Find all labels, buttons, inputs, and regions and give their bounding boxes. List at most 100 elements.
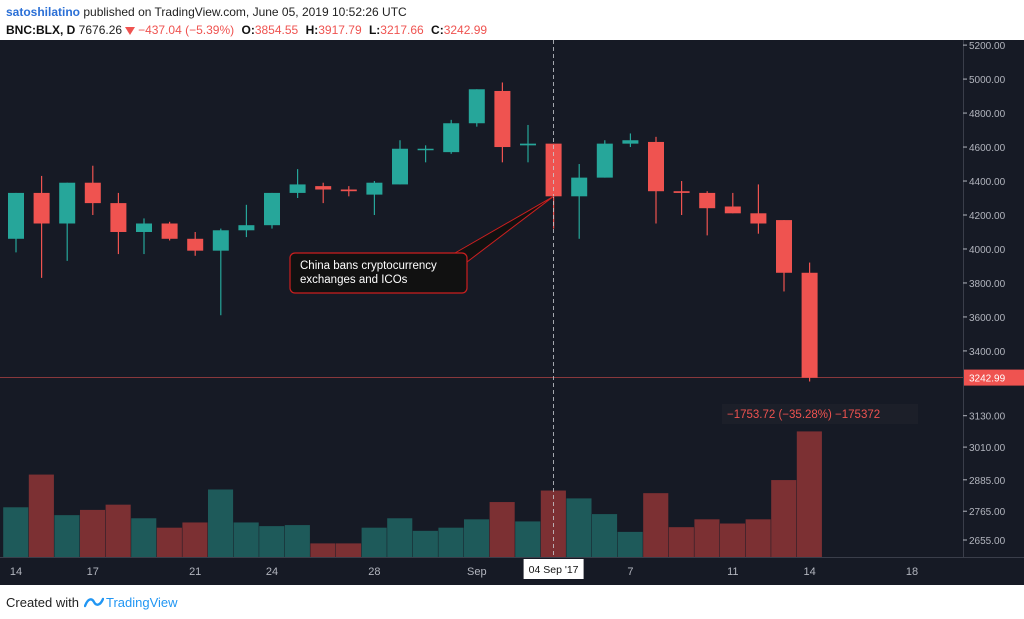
candle-body[interactable] <box>8 192 24 239</box>
price-tick-label: 4800.00 <box>969 109 1006 120</box>
stats-background <box>722 404 918 424</box>
candle-body[interactable] <box>417 148 434 151</box>
volume-bar <box>336 543 362 557</box>
time-tick-label: 11 <box>727 566 738 578</box>
candle-body[interactable] <box>366 182 383 195</box>
candle-body[interactable] <box>392 148 408 185</box>
created-with-text: Created with <box>6 594 79 610</box>
volume-bar <box>54 515 80 557</box>
time-axis-background <box>0 557 1024 585</box>
time-tick-label: 28 <box>368 566 380 578</box>
volume-tick-label: 3010.00 <box>969 443 1006 454</box>
price-tick-label: 4000.00 <box>969 245 1006 256</box>
candle-body[interactable] <box>699 192 716 209</box>
candle-body[interactable] <box>494 90 511 148</box>
candle-body[interactable] <box>596 143 613 178</box>
candle-body[interactable] <box>622 140 639 144</box>
tradingview-logo-icon <box>83 597 104 608</box>
last-price: 7676.26 <box>78 23 123 37</box>
price-tick-label: 3400.00 <box>969 347 1006 358</box>
price-tick-label: 3800.00 <box>969 279 1006 290</box>
candle-body[interactable] <box>59 182 76 224</box>
annotation-text: China bans cryptocurrency <box>300 260 437 272</box>
candle-body[interactable] <box>84 182 101 204</box>
publish-line: satoshilatino published on TradingView.c… <box>6 4 487 21</box>
volume-tick-label: 2765.00 <box>969 507 1006 518</box>
candle-body[interactable] <box>238 225 255 231</box>
volume-bar <box>361 527 387 557</box>
candle-body[interactable] <box>264 192 280 226</box>
ohlc-legend: BNC:BLX, D 7676.26 −437.04 (−5.39%) O:385… <box>6 21 487 39</box>
volume-bar <box>105 504 131 557</box>
symbol-label: BNC:BLX, D <box>6 23 76 37</box>
candle-body[interactable] <box>750 213 767 224</box>
candle-body[interactable] <box>315 186 332 190</box>
author-link[interactable]: satoshilatino <box>6 5 81 19</box>
time-tick-label: 14 <box>10 566 22 578</box>
candle-body[interactable] <box>468 89 485 124</box>
price-axis-background <box>963 40 1024 557</box>
chart-header: satoshilatino published on TradingView.c… <box>6 4 487 39</box>
price-tick-label: 4400.00 <box>969 177 1006 188</box>
candle-body[interactable] <box>136 223 152 232</box>
open-value: 3854.55 <box>254 23 299 37</box>
range-stats-label: −1753.72 (−35.28%) −175372 <box>727 409 880 421</box>
candlestick-chart[interactable]: 5200.00 5000.00 4800.00 4600.00 4400.00 4200.… <box>0 40 1024 585</box>
candle-body[interactable] <box>443 123 460 153</box>
price-tick-label: 3600.00 <box>969 313 1006 324</box>
volume-bar <box>233 522 259 557</box>
volume-bar <box>796 431 822 557</box>
candle-body[interactable] <box>801 272 818 378</box>
candle-body[interactable] <box>776 220 792 273</box>
close-value: 3242.99 <box>443 23 488 37</box>
tradingview-brand-link[interactable]: TradingView <box>105 594 178 610</box>
candle-body[interactable] <box>212 230 229 251</box>
volume-bar <box>284 525 310 557</box>
close-label: C: <box>431 23 444 37</box>
volume-bar <box>3 507 29 557</box>
annotation-box <box>289 252 468 294</box>
candle-body[interactable] <box>161 223 178 239</box>
high-label: H: <box>305 23 319 37</box>
volume-bar <box>464 519 490 557</box>
candle-body[interactable] <box>648 141 664 192</box>
volume-bar <box>489 502 515 557</box>
candle-body[interactable] <box>33 192 50 224</box>
volume-bar <box>259 526 285 557</box>
open-label: O: <box>241 23 255 37</box>
candle-body[interactable] <box>289 184 306 193</box>
candle-body[interactable] <box>673 191 690 193</box>
low-value: 3217.66 <box>380 23 424 37</box>
candle-body[interactable] <box>110 203 127 232</box>
candle-body[interactable] <box>571 177 588 197</box>
price-tick-label: 4600.00 <box>969 143 1006 154</box>
candle-body[interactable] <box>187 238 204 251</box>
price-tick-label: 5000.00 <box>969 75 1006 86</box>
crosshair-date-badge <box>523 559 584 579</box>
candle-body[interactable] <box>520 143 536 146</box>
time-tick-label: 21 <box>189 566 201 578</box>
last-price-label: 3242.99 <box>969 374 1006 385</box>
volume-bar <box>745 519 771 557</box>
price-tick-label: 5200.00 <box>969 41 1006 52</box>
volume-bar <box>694 519 720 557</box>
volume-bar <box>310 543 336 557</box>
volume-tick-label: 2655.00 <box>969 536 1006 547</box>
volume-bar <box>438 527 464 557</box>
candle-body[interactable] <box>724 206 741 214</box>
volume-bar <box>617 531 643 557</box>
time-tick-label: 18 <box>906 566 918 578</box>
volume-bar <box>643 493 669 557</box>
volume-bar <box>771 480 797 557</box>
volume-tick-label: 3130.00 <box>969 412 1006 423</box>
time-tick-label: Sep <box>467 566 487 578</box>
price-tick-label: 4200.00 <box>969 211 1006 222</box>
annotation-text: exchanges and ICOs <box>300 274 408 286</box>
time-tick-label: 7 <box>627 566 633 578</box>
volume-bar <box>182 522 208 557</box>
last-price-badge <box>964 369 1024 386</box>
volume-bar <box>412 530 438 557</box>
change-value: −437.04 (−5.39%) <box>138 23 235 37</box>
footer: Created with TradingView <box>6 593 178 611</box>
candle-body[interactable] <box>340 189 357 192</box>
